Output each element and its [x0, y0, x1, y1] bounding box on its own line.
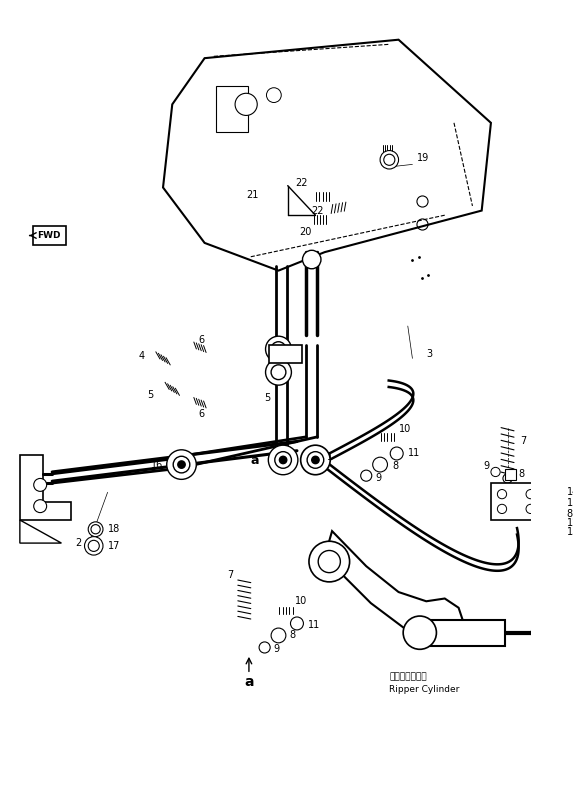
Circle shape: [491, 468, 500, 476]
Text: 15: 15: [567, 499, 573, 508]
Circle shape: [307, 452, 324, 468]
Text: 5: 5: [147, 390, 154, 401]
Text: 10: 10: [295, 596, 307, 606]
Text: 8: 8: [289, 630, 296, 641]
Circle shape: [291, 617, 304, 630]
Text: 11: 11: [308, 620, 320, 630]
Circle shape: [178, 461, 185, 468]
Circle shape: [390, 447, 403, 460]
Polygon shape: [325, 531, 463, 640]
Polygon shape: [163, 40, 491, 271]
Text: 18: 18: [108, 524, 120, 534]
Text: 19: 19: [417, 153, 429, 163]
Circle shape: [268, 445, 298, 475]
Circle shape: [360, 470, 372, 481]
Circle shape: [271, 342, 286, 357]
Circle shape: [280, 456, 287, 464]
Circle shape: [539, 623, 558, 642]
Text: 8: 8: [392, 461, 398, 472]
Text: 7: 7: [520, 437, 527, 447]
Text: 21: 21: [246, 190, 258, 200]
Text: 2: 2: [75, 538, 81, 548]
Circle shape: [34, 500, 46, 512]
Bar: [422, 620, 505, 646]
Circle shape: [497, 504, 507, 514]
Text: 11: 11: [408, 448, 420, 459]
Circle shape: [275, 452, 292, 468]
Circle shape: [309, 541, 350, 582]
Text: 1: 1: [327, 452, 333, 462]
Text: 5: 5: [265, 393, 271, 403]
Text: リッパシリンダ: リッパシリンダ: [389, 673, 427, 681]
Text: 16: 16: [151, 460, 163, 469]
Text: Ripper Cylinder: Ripper Cylinder: [389, 685, 460, 694]
Circle shape: [526, 504, 535, 514]
Circle shape: [259, 642, 270, 653]
Text: 9: 9: [274, 644, 280, 654]
Circle shape: [403, 616, 437, 650]
Circle shape: [318, 551, 340, 573]
Text: 9: 9: [484, 461, 490, 472]
Circle shape: [312, 456, 319, 464]
Circle shape: [88, 540, 99, 551]
Circle shape: [265, 336, 292, 362]
Text: 16: 16: [301, 452, 314, 462]
Circle shape: [265, 359, 292, 385]
Bar: [33, 227, 66, 245]
Circle shape: [266, 88, 281, 102]
Bar: [491, 483, 541, 520]
Circle shape: [271, 365, 286, 380]
Text: 12: 12: [567, 518, 573, 527]
Circle shape: [167, 450, 197, 480]
Circle shape: [34, 479, 46, 492]
Text: 14: 14: [567, 488, 573, 497]
Bar: [269, 345, 301, 363]
Circle shape: [380, 151, 399, 169]
Text: FWD: FWD: [37, 231, 61, 240]
Text: 8: 8: [567, 508, 573, 519]
Text: 8: 8: [519, 468, 525, 479]
Text: 17: 17: [108, 541, 120, 551]
Circle shape: [91, 524, 100, 534]
Bar: [505, 469, 516, 480]
Circle shape: [503, 474, 512, 483]
Text: a: a: [251, 454, 259, 468]
Circle shape: [173, 456, 190, 473]
Text: 6: 6: [198, 409, 204, 419]
Text: a: a: [244, 674, 254, 689]
Text: 7: 7: [227, 571, 234, 580]
Circle shape: [497, 489, 507, 499]
Text: 9: 9: [375, 472, 382, 483]
Text: 22: 22: [311, 206, 323, 215]
Text: 6: 6: [198, 335, 204, 345]
Circle shape: [84, 536, 103, 555]
Text: 3: 3: [426, 349, 433, 359]
Text: 13: 13: [567, 527, 573, 537]
Circle shape: [303, 251, 321, 269]
Circle shape: [372, 457, 387, 472]
Circle shape: [301, 445, 330, 475]
Circle shape: [88, 522, 103, 536]
Polygon shape: [20, 520, 61, 543]
Text: 10: 10: [399, 425, 411, 434]
Circle shape: [235, 93, 257, 116]
Polygon shape: [20, 456, 70, 520]
Circle shape: [384, 154, 395, 165]
Text: 20: 20: [299, 227, 311, 237]
Text: 4: 4: [138, 350, 144, 361]
Circle shape: [532, 616, 565, 650]
Text: 22: 22: [295, 178, 308, 188]
Circle shape: [526, 489, 535, 499]
Circle shape: [271, 628, 286, 643]
Bar: [215, 86, 248, 132]
